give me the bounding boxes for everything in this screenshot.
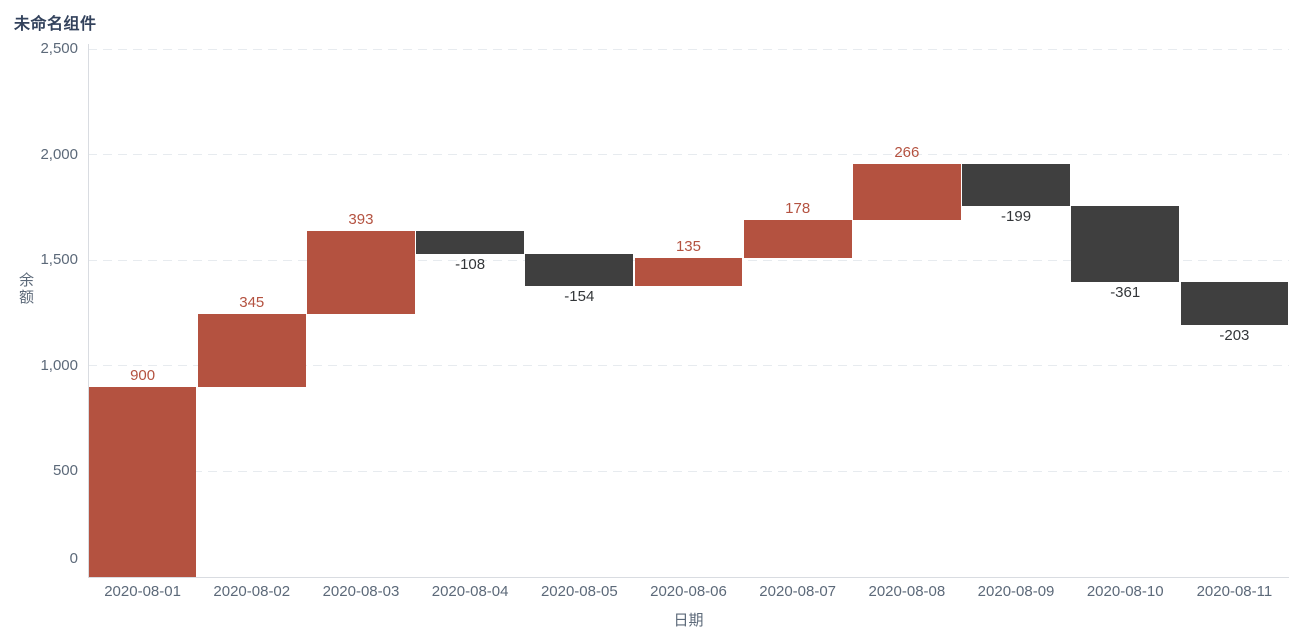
chart-title: 未命名组件: [14, 16, 97, 33]
bar-value-label: -108: [455, 255, 486, 273]
x-tick-label: 2020-08-02: [213, 583, 291, 600]
x-tick-label: 2020-08-08: [868, 583, 946, 600]
bar-value-label: -199: [1001, 208, 1032, 226]
waterfall-bar[interactable]: [1071, 206, 1180, 283]
waterfall-bar[interactable]: [197, 314, 306, 387]
y-axis-line: [88, 44, 89, 578]
bar-value-label: 900: [130, 366, 156, 384]
bar-value-label: -361: [1110, 284, 1141, 302]
x-tick-label: 2020-08-09: [977, 583, 1055, 600]
waterfall-bar[interactable]: [307, 231, 415, 315]
y-tick-label: 1,500: [40, 251, 78, 269]
waterfall-bar[interactable]: [743, 220, 852, 258]
x-axis-line: [88, 577, 1289, 578]
bar-value-label: 135: [675, 237, 701, 255]
y-tick-label: 2,500: [40, 40, 78, 57]
x-tick-label: 2020-08-01: [104, 583, 181, 600]
waterfall-bar[interactable]: [962, 164, 1070, 207]
waterfall-bar[interactable]: [416, 231, 524, 254]
x-tick-label: 2020-08-10: [1086, 583, 1164, 600]
y-axis-title: 余额: [17, 272, 34, 306]
x-tick-label: 2020-08-07: [759, 583, 837, 600]
bar-value-label: 345: [239, 294, 265, 312]
waterfall-bar[interactable]: [88, 386, 197, 577]
x-tick-label: 2020-08-11: [1196, 583, 1273, 600]
y-tick-label: 1,000: [40, 356, 78, 374]
x-axis-title: 日期: [673, 612, 704, 629]
gridline: [88, 154, 1289, 156]
x-tick-label: 2020-08-03: [322, 583, 400, 600]
gridline: [88, 48, 1289, 50]
gridline: [88, 470, 1289, 472]
bar-value-label: 178: [785, 200, 811, 218]
bar-value-label: -203: [1219, 327, 1250, 345]
bar-value-label: 266: [894, 144, 920, 162]
y-tick-label: 500: [52, 462, 78, 480]
x-tick-label: 2020-08-04: [431, 583, 509, 600]
waterfall-bar[interactable]: [634, 257, 743, 287]
waterfall-bar[interactable]: [525, 253, 634, 287]
bar-value-label: 393: [348, 211, 374, 229]
waterfall-bar[interactable]: [853, 164, 961, 221]
y-tick-label: 0: [69, 550, 78, 567]
bar-value-label: -154: [564, 288, 595, 306]
x-tick-label: 2020-08-05: [540, 583, 618, 600]
waterfall-bar[interactable]: [1180, 282, 1289, 326]
x-tick-label: 2020-08-06: [650, 583, 727, 600]
gridline: [88, 365, 1289, 367]
y-tick-label: 2,000: [40, 145, 78, 163]
